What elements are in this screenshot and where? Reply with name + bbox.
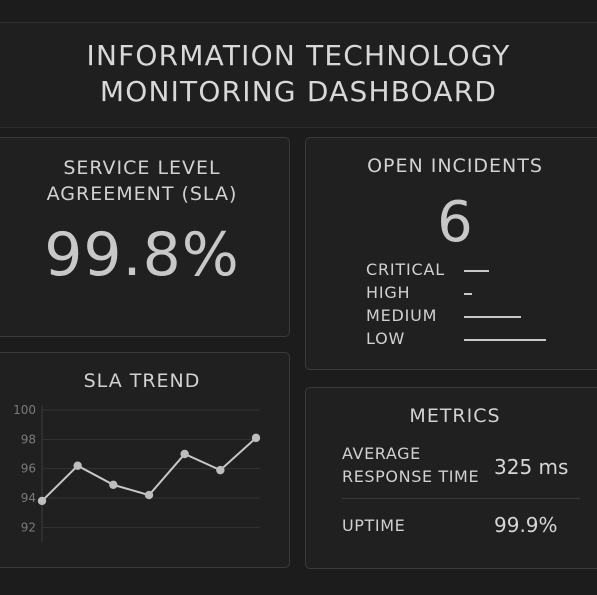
- trend-data-point: [180, 449, 189, 459]
- incident-bar-high: [464, 293, 473, 295]
- sla-trend-heading: SLA TREND: [83, 370, 201, 392]
- open-incidents-count: 6: [437, 190, 473, 255]
- incident-bar-medium: [464, 316, 522, 318]
- trend-data-point: [251, 433, 261, 443]
- open-incidents-heading: OPEN INCIDENTS: [367, 155, 543, 177]
- dashboard-header: INFORMATION TECHNOLOGY MONITORING DASHBO…: [0, 22, 597, 128]
- metrics-panel: METRICS AVERAGE RESPONSE TIME 325 ms UPT…: [305, 387, 597, 569]
- sla-value: 99.8%: [44, 220, 240, 290]
- open-incidents-panel: OPEN INCIDENTS 6 CRITICAL HIGH MEDIUM LOW: [305, 137, 597, 370]
- incident-bar-low: [464, 339, 546, 341]
- incident-label-critical: CRITICAL: [366, 260, 445, 279]
- uptime-value: 99.9%: [494, 513, 558, 537]
- trend-data-point: [144, 490, 154, 500]
- dashboard-title-line2: MONITORING DASHBOARD: [99, 75, 498, 108]
- dashboard-title-line1: INFORMATION TECHNOLOGY: [86, 39, 511, 72]
- metrics-divider: [342, 498, 580, 499]
- trend-data-point: [73, 461, 82, 470]
- incident-bar-critical: [464, 270, 489, 272]
- average-response-time-label-line1: AVERAGE: [342, 444, 421, 463]
- sla-heading-line1: SERVICE LEVEL: [63, 157, 221, 179]
- trend-y-tick-label: 98: [21, 432, 36, 446]
- trend-y-tick-label: 92: [21, 520, 36, 534]
- trend-data-point: [37, 496, 47, 506]
- sla-heading-line2: AGREEMENT (SLA): [46, 183, 238, 205]
- incident-label-medium: MEDIUM: [366, 306, 438, 325]
- incident-label-high: HIGH: [366, 283, 411, 302]
- uptime-label: UPTIME: [342, 516, 406, 535]
- average-response-time-label: AVERAGE RESPONSE TIME: [342, 442, 479, 488]
- trend-data-point: [216, 465, 225, 475]
- sla-trend-panel: SLA TREND 100 98 96 94 92: [0, 352, 290, 568]
- average-response-time-value: 325 ms: [494, 455, 569, 479]
- trend-data-point: [109, 480, 118, 489]
- metrics-heading: METRICS: [409, 405, 501, 427]
- incident-label-low: LOW: [366, 329, 406, 348]
- trend-y-tick-label: 100: [13, 403, 36, 417]
- average-response-time-label-line2: RESPONSE TIME: [342, 467, 480, 486]
- trend-y-tick-label: 96: [21, 462, 36, 476]
- sla-trend-chart: 100 98 96 94 92: [13, 403, 261, 542]
- sla-panel: SERVICE LEVEL AGREEMENT (SLA) 99.8%: [0, 137, 290, 337]
- trend-y-tick-label: 94: [21, 491, 36, 505]
